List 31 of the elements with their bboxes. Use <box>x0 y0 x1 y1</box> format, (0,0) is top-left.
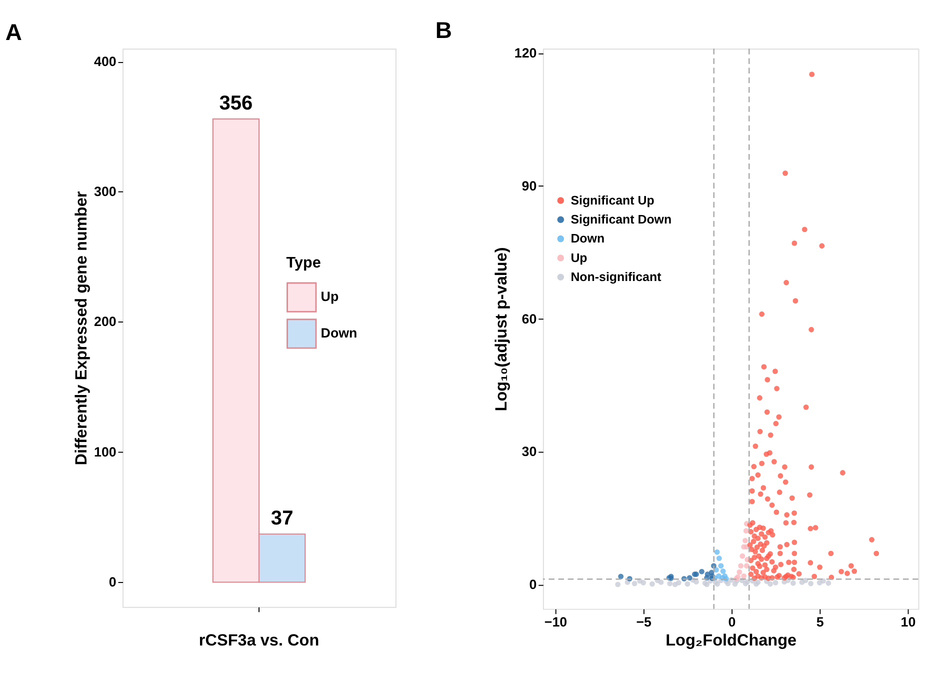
x-tick-label: 10 <box>900 614 916 630</box>
data-label: 37 <box>270 507 294 530</box>
legend-label: Up <box>570 250 588 265</box>
y-tick-label: 120 <box>514 45 537 60</box>
y-tick-label: 0 <box>529 577 537 592</box>
y-tick-label: 400 <box>94 54 116 69</box>
legend-label: Significant Down <box>570 212 672 226</box>
x-tick-label: rCSF3a vs. Con <box>198 632 320 650</box>
text: A <box>5 19 22 46</box>
y-tick-label: 100 <box>94 444 116 460</box>
y-axis-title: Log₁₀(adjust p-value) <box>492 247 511 412</box>
y-tick-label: 300 <box>94 184 116 200</box>
y-axis-title: Differently Expressed gene number <box>72 190 90 466</box>
y-tick-label: 90 <box>522 178 537 194</box>
y-tick-label: 0 <box>108 574 116 590</box>
y-tick-label: 30 <box>522 444 537 460</box>
y-tick-label: 200 <box>94 314 116 330</box>
legend-title: Type <box>286 254 321 272</box>
x-tick-label: −5 <box>636 614 652 630</box>
x-tick-label: −10 <box>544 614 568 630</box>
y-tick-label: 60 <box>522 311 537 326</box>
legend-label: Up <box>320 289 339 304</box>
x-axis-title: Log₂FoldChange <box>666 632 797 650</box>
data-label: 356 <box>219 92 253 114</box>
legend-label: Down <box>320 326 358 341</box>
legend-label: Non-significant <box>570 270 662 284</box>
chart-title: B <box>435 16 452 43</box>
legend-label: Down <box>570 232 605 246</box>
x-tick-label: 0 <box>728 614 736 630</box>
legend-label: Significant Up <box>570 193 655 208</box>
x-tick-label: 5 <box>816 614 824 630</box>
